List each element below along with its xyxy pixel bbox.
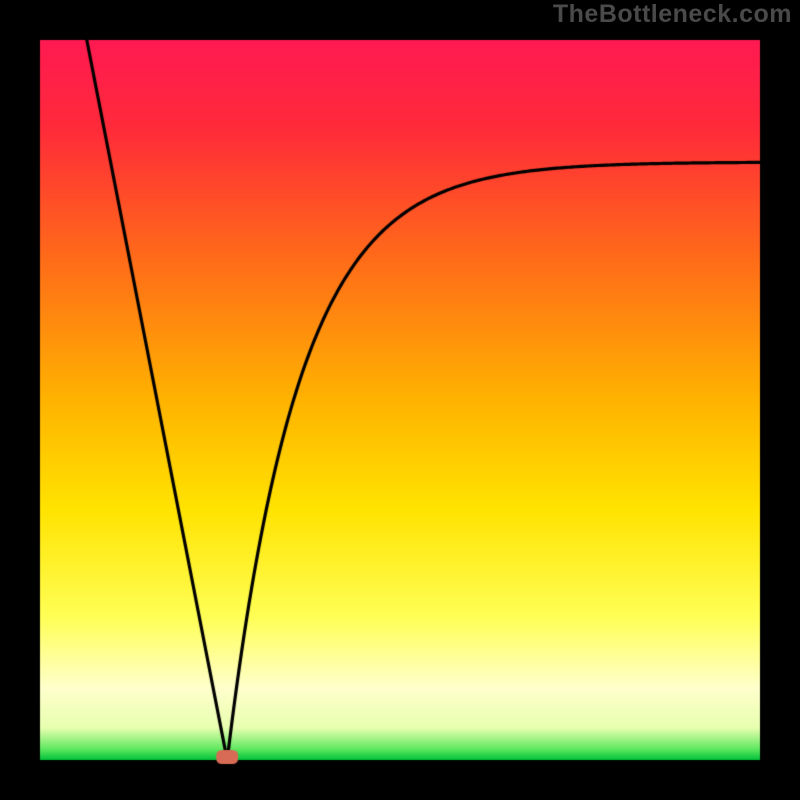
gradient-curve-canvas xyxy=(0,0,800,800)
chart-stage: TheBottleneck.com xyxy=(0,0,800,800)
watermark-text: TheBottleneck.com xyxy=(553,0,792,29)
